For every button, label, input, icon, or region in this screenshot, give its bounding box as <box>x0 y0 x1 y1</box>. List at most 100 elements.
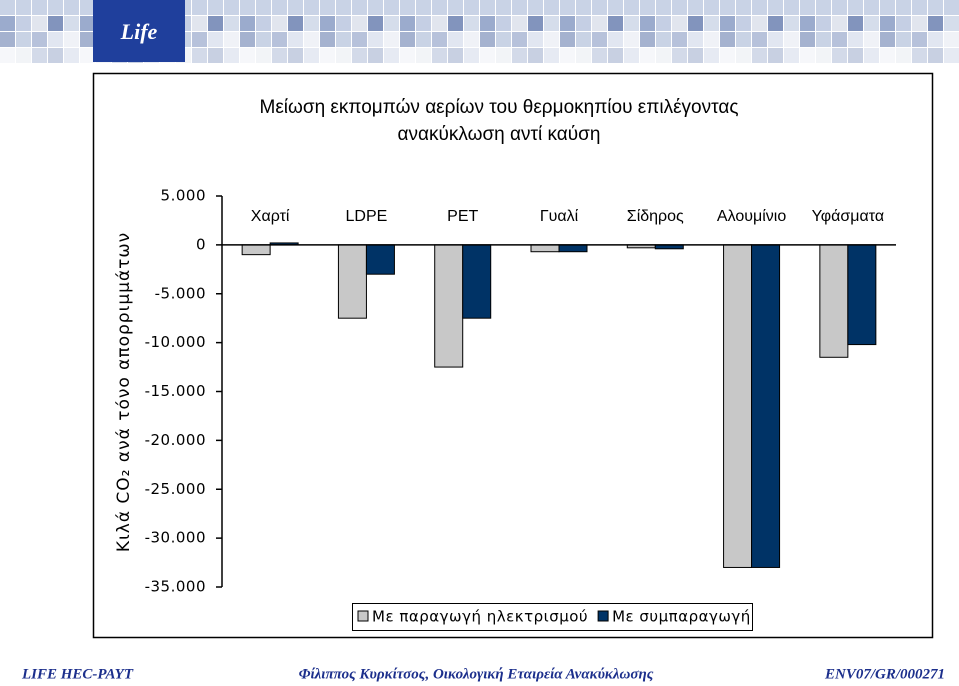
banner-tile <box>512 16 527 31</box>
banner-tile <box>768 0 783 15</box>
banner-tile <box>672 0 687 15</box>
banner-tile <box>912 16 927 31</box>
banner-tile <box>320 48 335 63</box>
banner-tile <box>528 16 543 31</box>
banner-tile <box>336 0 351 15</box>
banner-tile <box>544 32 559 47</box>
banner-tile <box>64 0 79 15</box>
banner-tile <box>400 16 415 31</box>
banner-tile <box>432 0 447 15</box>
banner-tile <box>832 32 847 47</box>
banner-tile <box>672 16 687 31</box>
banner-tile <box>736 48 751 63</box>
banner-tile <box>896 0 911 15</box>
banner-tile <box>832 48 847 63</box>
banner-tile <box>464 16 479 31</box>
banner-tile <box>656 16 671 31</box>
legend: Με παραγωγή ηλεκτρισμού Με συμπαραγωγή <box>352 603 753 631</box>
banner-tile <box>256 32 271 47</box>
banner-tile <box>368 32 383 47</box>
banner-tile <box>352 0 367 15</box>
category-label: Σίδηρος <box>627 208 684 225</box>
banner-tile <box>304 48 319 63</box>
banner-tile <box>512 48 527 63</box>
banner-tile <box>80 0 95 15</box>
banner-tile <box>64 48 79 63</box>
banner-tile <box>720 48 735 63</box>
legend-swatch <box>597 610 609 622</box>
banner-tile <box>768 32 783 47</box>
banner-tile <box>32 0 47 15</box>
banner-tile <box>784 48 799 63</box>
chart-frame <box>92 72 934 639</box>
bar <box>462 244 492 319</box>
banner-tile <box>784 0 799 15</box>
banner-tile <box>528 0 543 15</box>
banner-tile <box>64 16 79 31</box>
banner-tile <box>816 48 831 63</box>
logo-text: Life <box>120 19 158 44</box>
banner-tile <box>800 16 815 31</box>
banner-tile <box>80 32 95 47</box>
y-tick-label: -30.000 <box>145 529 206 547</box>
banner-tile <box>368 0 383 15</box>
bar <box>751 244 781 568</box>
banner-tile <box>544 0 559 15</box>
banner-tile <box>448 48 463 63</box>
banner-tile <box>496 48 511 63</box>
banner-tile <box>752 48 767 63</box>
banner-tile <box>400 0 415 15</box>
banner-tile <box>320 0 335 15</box>
banner-tile <box>32 16 47 31</box>
banner-tile <box>432 16 447 31</box>
banner-tile <box>192 16 207 31</box>
banner-tile <box>32 32 47 47</box>
banner-tile <box>240 48 255 63</box>
banner-tile <box>704 16 719 31</box>
y-tick-label: -5.000 <box>155 284 206 302</box>
footer-right: ENV07/GR/000271 <box>824 666 945 682</box>
banner-tile <box>560 48 575 63</box>
banner-tile <box>624 0 639 15</box>
banner-tile <box>288 0 303 15</box>
banner-tile <box>240 32 255 47</box>
banner-tile <box>624 32 639 47</box>
banner-tile <box>288 16 303 31</box>
banner-tile <box>848 48 863 63</box>
banner-tile <box>944 48 959 63</box>
legend-label: Με παραγωγή ηλεκτρισμού <box>372 608 588 626</box>
banner-tile <box>464 48 479 63</box>
banner-tile <box>336 32 351 47</box>
y-tick-label: 0 <box>196 235 206 253</box>
banner-tile <box>432 48 447 63</box>
category-label: Υφάσματα <box>812 208 885 225</box>
banner-tile <box>608 48 623 63</box>
banner-tile <box>496 32 511 47</box>
banner-tile <box>528 48 543 63</box>
banner-tile <box>272 48 287 63</box>
banner-tile <box>880 0 895 15</box>
banner-tile <box>208 48 223 63</box>
banner-tile <box>640 0 655 15</box>
banner-tile <box>608 16 623 31</box>
banner-tile <box>48 16 63 31</box>
banner-tile <box>384 32 399 47</box>
banner-tile <box>416 48 431 63</box>
banner-tile <box>784 32 799 47</box>
banner-tile <box>416 32 431 47</box>
banner-tile <box>816 16 831 31</box>
legend-label: Με συμπαραγωγή <box>612 608 751 626</box>
banner-tile <box>48 32 63 47</box>
banner-tile <box>256 48 271 63</box>
banner-tile <box>240 0 255 15</box>
bar <box>434 244 464 368</box>
banner-tile <box>896 48 911 63</box>
banner-tile <box>304 16 319 31</box>
banner-tile <box>576 0 591 15</box>
bar <box>337 244 367 319</box>
banner-tile <box>688 32 703 47</box>
category-label: PET <box>447 208 478 225</box>
chart-title: ανακύκλωση αντί καύση <box>398 124 601 145</box>
banner-tile <box>816 0 831 15</box>
bar <box>530 244 560 253</box>
